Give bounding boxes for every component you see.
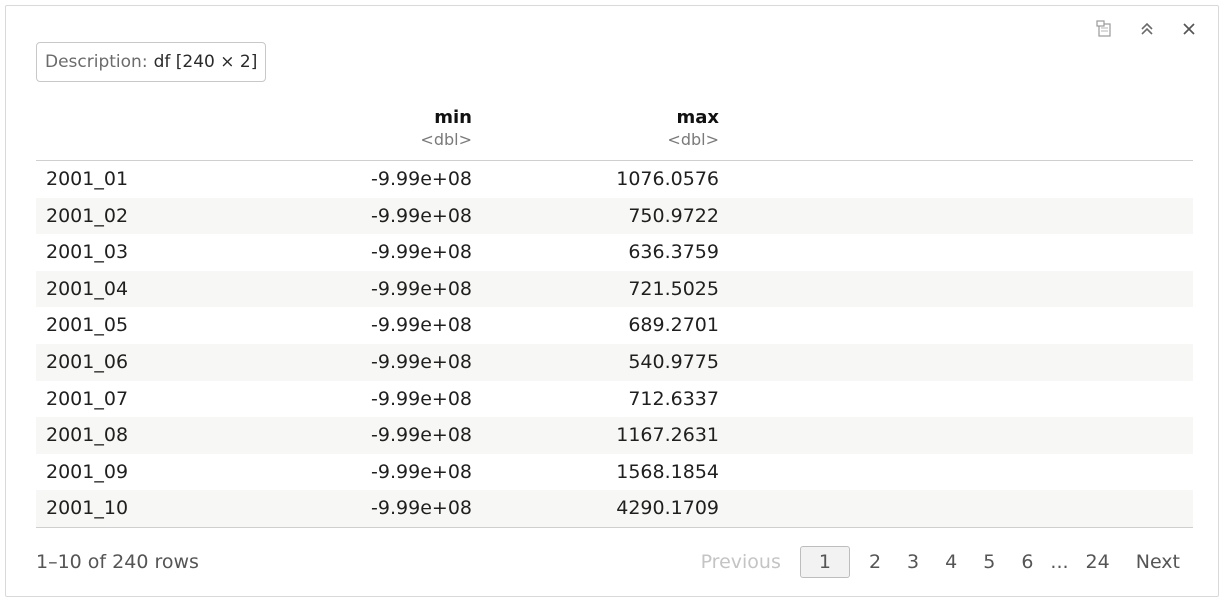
row-name-cell: 2001_03 xyxy=(46,241,129,264)
row-name-cell: 2001_07 xyxy=(46,387,129,410)
row-name-cell: 2001_01 xyxy=(46,168,129,190)
column-name: min xyxy=(434,107,472,128)
table-header: min <dbl> max <dbl> xyxy=(36,104,1193,161)
page-button-2[interactable]: 2 xyxy=(868,551,882,573)
table-row: 2001_05 -9.99e+08 689.2701 xyxy=(36,307,1193,344)
max-cell: 721.5025 xyxy=(628,277,719,300)
row-name-cell: 2001_05 xyxy=(46,314,129,337)
table-body: 2001_01 -9.99e+08 1076.0576 2001_02 -9.9… xyxy=(36,161,1193,527)
next-button[interactable]: Next xyxy=(1135,551,1180,573)
description-value: df [240 × 2] xyxy=(153,52,258,72)
min-cell: -9.99e+08 xyxy=(371,314,472,337)
page-button-4[interactable]: 4 xyxy=(945,551,958,573)
max-cell: 1568.1854 xyxy=(616,460,719,483)
table-row: 2001_10 -9.99e+08 4290.1709 xyxy=(36,490,1193,527)
max-cell: 689.2701 xyxy=(628,314,719,337)
description-badge: Description: df [240 × 2] xyxy=(36,42,267,82)
rows-info: 1–10 of 240 rows xyxy=(36,551,199,573)
max-cell: 1076.0576 xyxy=(616,168,719,190)
data-table: min <dbl> max <dbl> 2001_01 -9.99e+08 10… xyxy=(36,104,1193,528)
description-label: Description: xyxy=(45,52,148,72)
min-cell: -9.99e+08 xyxy=(371,424,472,447)
table-row: 2001_09 -9.99e+08 1568.1854 xyxy=(36,454,1193,491)
column-header-max[interactable]: max <dbl> xyxy=(519,104,719,150)
min-cell: -9.99e+08 xyxy=(371,460,472,483)
page-ellipsis: ... xyxy=(1050,551,1069,573)
table-row: 2001_04 -9.99e+08 721.5025 xyxy=(36,270,1193,308)
row-name-cell: 2001_10 xyxy=(46,497,129,520)
row-name-cell: 2001_02 xyxy=(46,204,129,227)
page-button-6[interactable]: 6 xyxy=(1021,551,1034,573)
table-row: 2001_02 -9.99e+08 750.9722 xyxy=(36,197,1193,235)
table-bottom-border xyxy=(36,526,1193,528)
row-name-cell: 2001_04 xyxy=(46,277,129,300)
page-button-5[interactable]: 5 xyxy=(983,551,996,573)
page-button-3[interactable]: 3 xyxy=(907,551,920,573)
min-cell: -9.99e+08 xyxy=(371,350,472,373)
collapse-button[interactable] xyxy=(1136,18,1158,40)
column-type: <dbl> xyxy=(667,130,719,149)
min-cell: -9.99e+08 xyxy=(371,204,472,227)
row-name-cell: 2001_09 xyxy=(46,460,129,483)
page-button-1[interactable]: 1 xyxy=(799,546,850,578)
column-type: <dbl> xyxy=(420,130,472,149)
max-cell: 636.3759 xyxy=(628,241,719,264)
export-icon xyxy=(1096,20,1111,37)
previous-button[interactable]: Previous xyxy=(700,551,781,573)
min-cell: -9.99e+08 xyxy=(371,497,472,520)
row-name-cell: 2001_08 xyxy=(46,424,129,447)
column-name: max xyxy=(676,107,719,128)
panel-toolbar xyxy=(1094,18,1200,40)
page-button-24[interactable]: 24 xyxy=(1085,551,1110,573)
table-row: 2001_01 -9.99e+08 1076.0576 xyxy=(36,161,1193,198)
row-name-cell: 2001_06 xyxy=(46,350,129,373)
min-cell: -9.99e+08 xyxy=(371,277,472,300)
column-header-min[interactable]: min <dbl> xyxy=(272,104,472,150)
data-viewer-panel: Description: df [240 × 2] min <dbl> max … xyxy=(5,5,1219,597)
max-cell: 750.9722 xyxy=(628,204,719,227)
max-cell: 540.9775 xyxy=(628,350,719,373)
max-cell: 1167.2631 xyxy=(616,424,719,447)
max-cell: 4290.1709 xyxy=(616,497,719,520)
table-row: 2001_03 -9.99e+08 636.3759 xyxy=(36,234,1193,271)
table-footer: 1–10 of 240 rows Previous 1 2 3 4 5 6 ..… xyxy=(36,544,1193,580)
close-button[interactable] xyxy=(1178,18,1200,40)
min-cell: -9.99e+08 xyxy=(371,387,472,410)
table-row: 2001_08 -9.99e+08 1167.2631 xyxy=(36,417,1193,454)
collapse-icon xyxy=(1141,22,1153,35)
min-cell: -9.99e+08 xyxy=(371,241,472,264)
close-icon xyxy=(1183,23,1195,35)
pagination: Previous 1 2 3 4 5 6 ... 24 Next xyxy=(688,544,1193,580)
table-row: 2001_06 -9.99e+08 540.9775 xyxy=(36,343,1193,381)
max-cell: 712.6337 xyxy=(628,387,719,410)
min-cell: -9.99e+08 xyxy=(371,168,472,190)
export-button[interactable] xyxy=(1094,18,1116,40)
table-row: 2001_07 -9.99e+08 712.6337 xyxy=(36,381,1193,418)
